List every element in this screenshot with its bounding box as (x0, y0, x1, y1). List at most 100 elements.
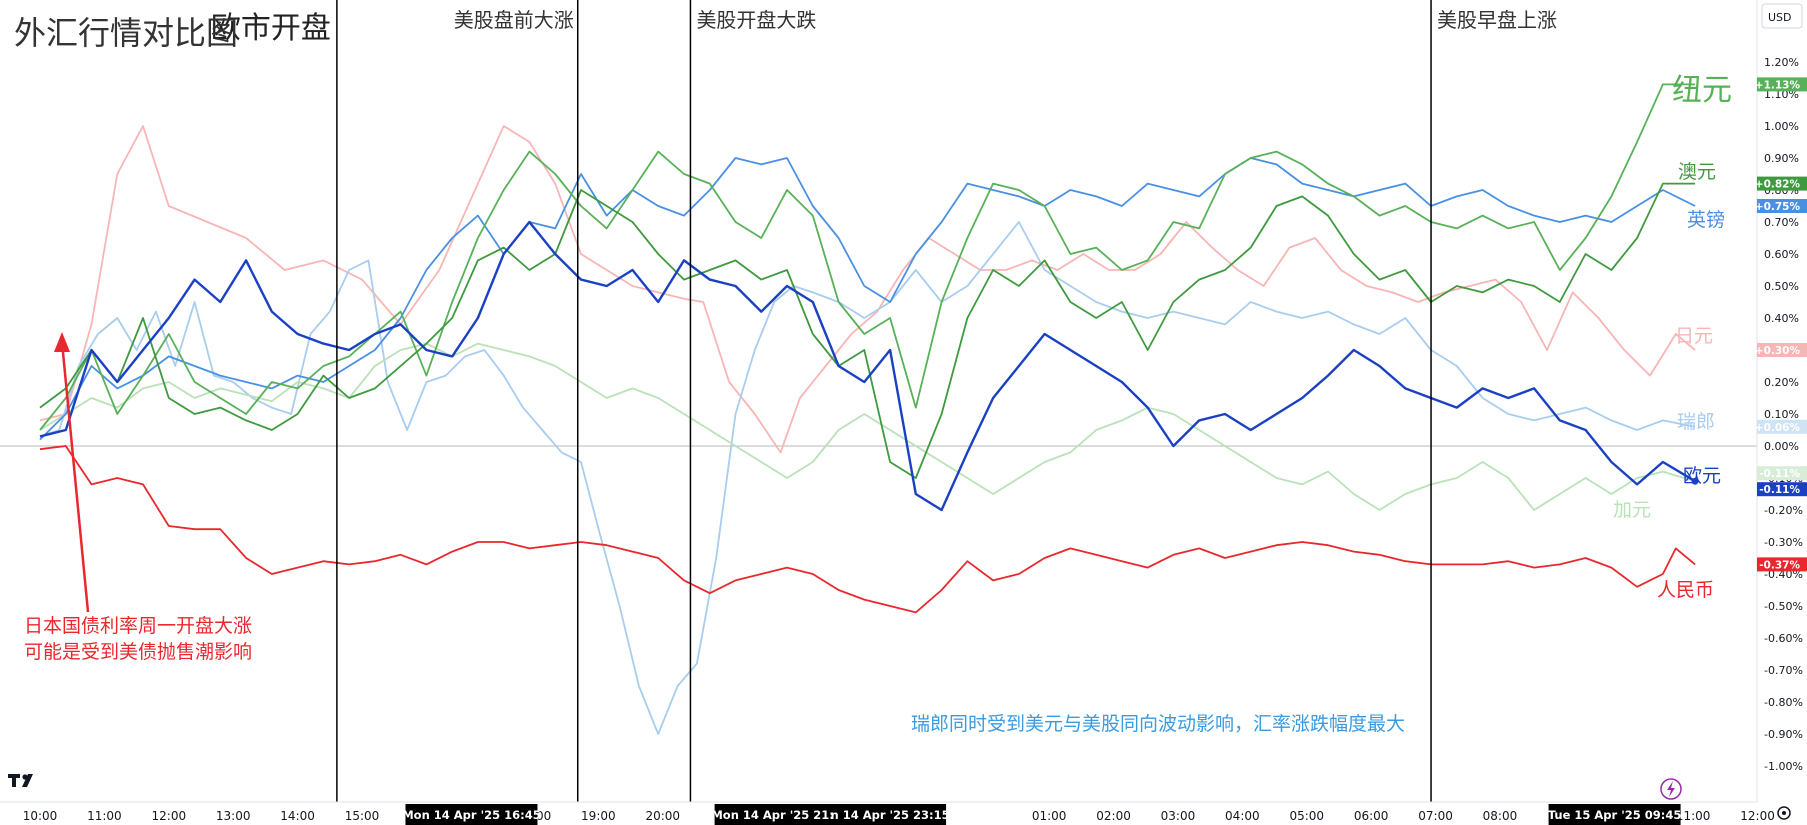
lightning-icon[interactable] (1660, 778, 1682, 800)
series-label-chf: 瑞郎 (1677, 411, 1715, 433)
y-tick-label: 0.10% (1764, 408, 1799, 421)
tv-logo-t-icon (8, 774, 20, 787)
x-tick-label: 10:00 (23, 809, 58, 823)
lightning-bolt-icon (1667, 781, 1675, 797)
annotation-arrow (60, 341, 90, 613)
series-line-cny (39, 445, 1696, 614)
x-tick-label: 05:00 (1289, 809, 1324, 823)
y-tick-label: -0.20% (1764, 504, 1803, 517)
value-badge-nzd (1757, 77, 1807, 92)
event-lines (336, 0, 1432, 802)
series-line-chf (39, 221, 1696, 735)
series-line-aud (39, 182, 1696, 479)
value-badge-eur (1757, 482, 1807, 497)
series-line-gbp (39, 157, 1696, 441)
x-tick-label: 13:00 (216, 809, 251, 823)
series-line-nzd (39, 83, 1696, 431)
value-badge-chf (1757, 419, 1807, 434)
event-labels: 欧市开盘 美股盘前大涨 美股开盘大跌 美股早盘上涨 (211, 8, 1557, 46)
x-tick-label: 12:00 (1740, 809, 1775, 823)
series-label-gbp: 英镑 (1687, 209, 1725, 231)
y-tick-label: -0.90% (1764, 728, 1803, 741)
series-label-eur: 欧元 (1683, 465, 1721, 487)
value-badge-cny (1757, 557, 1807, 572)
y-tick-label: 0.00% (1764, 440, 1799, 453)
value-badge-text-jpy: +0.30% (1755, 345, 1801, 357)
x-axis: 10:0011:0012:0013:0014:0015:0018:0019:00… (0, 801, 1775, 825)
value-badge-gbp (1757, 199, 1807, 213)
time-cursor-box-1 (714, 804, 847, 825)
y-tick-label: 0.40% (1764, 312, 1799, 325)
value-badge-text-cad: -0.11% (1759, 468, 1800, 480)
time-cursor-label-3: Tue 15 Apr '25 09:45 (1548, 808, 1682, 822)
x-tick-label: 04:00 (1225, 809, 1260, 823)
time-cursor-box-3 (1548, 804, 1681, 825)
value-badge-aud (1757, 176, 1807, 191)
event-label-2: 美股开盘大跌 (696, 8, 816, 32)
value-badge-text-gbp: +0.75% (1755, 201, 1801, 213)
x-tick-label: 11:00 (1676, 809, 1711, 823)
series-label-aud: 澳元 (1678, 161, 1716, 183)
y-tick-label: 0.70% (1764, 216, 1799, 229)
jpy-note-line2: 可能是受到美债抛售潮影响 (24, 641, 252, 663)
chart-title: 外汇行情对比图 (14, 14, 238, 52)
series-label-nzd: 纽元 (1672, 73, 1732, 108)
x-tick-label: 12:00 (152, 809, 187, 823)
jpy-note-line1: 日本国债利率周一开盘大涨 (24, 615, 252, 637)
time-cursor-label-0: Mon 14 Apr '25 16:45 (402, 808, 540, 822)
chf-note: 瑞郎同时受到美元与美股同向波动影响，汇率涨跌幅度最大 (911, 713, 1405, 735)
time-cursor-label-1: Mon 14 Apr '25 21:30 (711, 808, 849, 822)
y-tick-label: 1.20% (1764, 56, 1799, 69)
y-tick-label: 0.90% (1764, 152, 1799, 165)
y-tick-label: -0.70% (1764, 664, 1803, 677)
x-tick-label: 01:00 (1032, 809, 1067, 823)
gear-center (1782, 811, 1786, 815)
event-label-3: 美股早盘上涨 (1437, 8, 1557, 32)
arrow-head-icon (54, 332, 70, 352)
y-tick-label: -0.60% (1764, 632, 1803, 645)
x-tick-label: 14:00 (280, 809, 315, 823)
x-tick-label: 15:00 (345, 809, 380, 823)
series-line-cad (39, 342, 1696, 511)
value-badge-cad (1757, 466, 1807, 481)
value-badge-text-aud: +0.82% (1755, 179, 1801, 191)
value-badge-text-eur: -0.11% (1759, 484, 1800, 496)
time-cursor-box-0 (405, 804, 538, 825)
time-cursor-box-2 (834, 804, 947, 825)
tradingview-logo[interactable] (8, 774, 33, 787)
series-endpoint-eur (1691, 477, 1699, 485)
x-tick-label: 02:00 (1096, 809, 1131, 823)
series-line-eur (39, 220, 1696, 512)
x-tick-label: 06:00 (1354, 809, 1389, 823)
y-tick-label: 1.00% (1764, 120, 1799, 133)
series-layer (39, 83, 1699, 735)
settings-gear-icon[interactable] (1777, 806, 1791, 820)
value-badge-jpy (1757, 343, 1807, 357)
currency-selector-box[interactable] (1761, 3, 1803, 29)
x-tick-label: 03:00 (1161, 809, 1196, 823)
event-label-1: 美股盘前大涨 (454, 8, 574, 32)
time-cursor-label-2: n 14 Apr '25 23:15 (831, 808, 950, 822)
value-badge-text-cny: -0.37% (1759, 559, 1800, 571)
y-tick-label: -0.30% (1764, 536, 1803, 549)
y-tick-label: -1.00% (1764, 760, 1803, 773)
y-tick-label: -0.50% (1764, 600, 1803, 613)
currency-unit: USD (1768, 11, 1792, 24)
x-tick-label: 20:00 (645, 809, 680, 823)
tv-logo-v-icon (22, 774, 33, 787)
event-label-0: 欧市开盘 (211, 11, 331, 46)
value-badge-text-nzd: +1.13% (1755, 79, 1801, 91)
x-tick-label: 08:00 (1483, 809, 1518, 823)
y-tick-label: 0.50% (1764, 280, 1799, 293)
y-tick-label: -0.80% (1764, 696, 1803, 709)
series-label-jpy: 日元 (1675, 325, 1713, 347)
x-tick-label: 07:00 (1418, 809, 1453, 823)
y-tick-label: 0.20% (1764, 376, 1799, 389)
value-badge-text-chf: +0.06% (1755, 422, 1801, 434)
value-badges: +0.30% +0.06% -0.11% +0.75% +1.13% +0.82% -0.1… (1755, 77, 1807, 572)
currency-selector[interactable]: USD (1761, 3, 1803, 29)
x-tick-label: 11:00 (87, 809, 122, 823)
